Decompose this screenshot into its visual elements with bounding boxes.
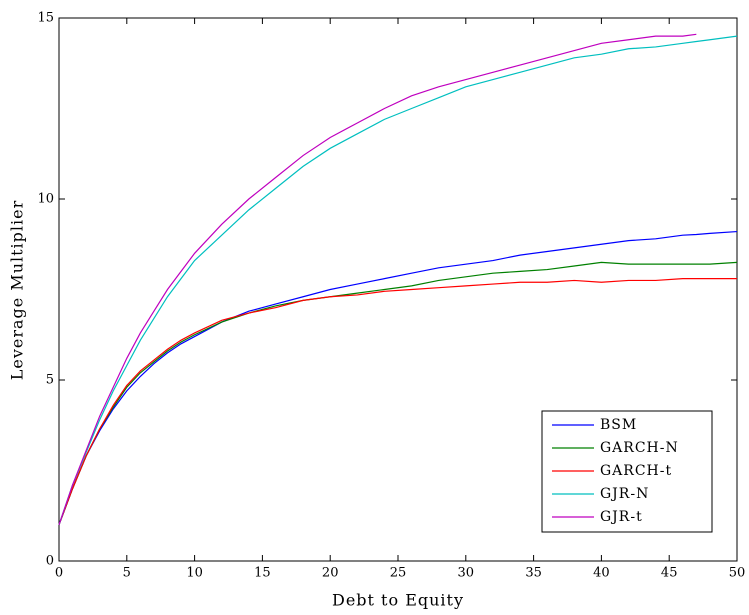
legend-label: GARCH-N xyxy=(600,440,679,456)
y-tick-label: 5 xyxy=(46,373,54,388)
data-line xyxy=(58,35,738,525)
x-tick-label: 0 xyxy=(55,566,63,581)
data-line xyxy=(58,261,738,526)
x-tick-label: 40 xyxy=(593,566,610,581)
legend-label: GJR-N xyxy=(600,486,649,502)
x-tick-label: 5 xyxy=(123,566,131,581)
x-tick-label: 30 xyxy=(458,566,475,581)
legend-label: GARCH-t xyxy=(600,463,672,479)
y-tick-label: 15 xyxy=(37,11,54,26)
data-line xyxy=(58,33,697,525)
x-tick-label: 10 xyxy=(186,566,203,581)
legend-label: GJR-t xyxy=(600,509,643,525)
y-tick-label: 10 xyxy=(37,192,54,207)
x-tick-label: 35 xyxy=(525,566,542,581)
y-tick-label: 0 xyxy=(46,554,54,569)
x-tick-label: 50 xyxy=(729,566,746,581)
x-tick-label: 20 xyxy=(322,566,339,581)
x-axis-label: Debt to Equity xyxy=(332,591,464,610)
data-line xyxy=(58,278,737,526)
x-tick-label: 25 xyxy=(390,566,407,581)
y-axis-label: Leverage Multiplier xyxy=(8,200,27,381)
x-tick-label: 15 xyxy=(254,566,271,581)
x-tick-label: 45 xyxy=(661,566,678,581)
legend-label: BSM xyxy=(600,417,637,433)
data-line xyxy=(58,230,738,526)
